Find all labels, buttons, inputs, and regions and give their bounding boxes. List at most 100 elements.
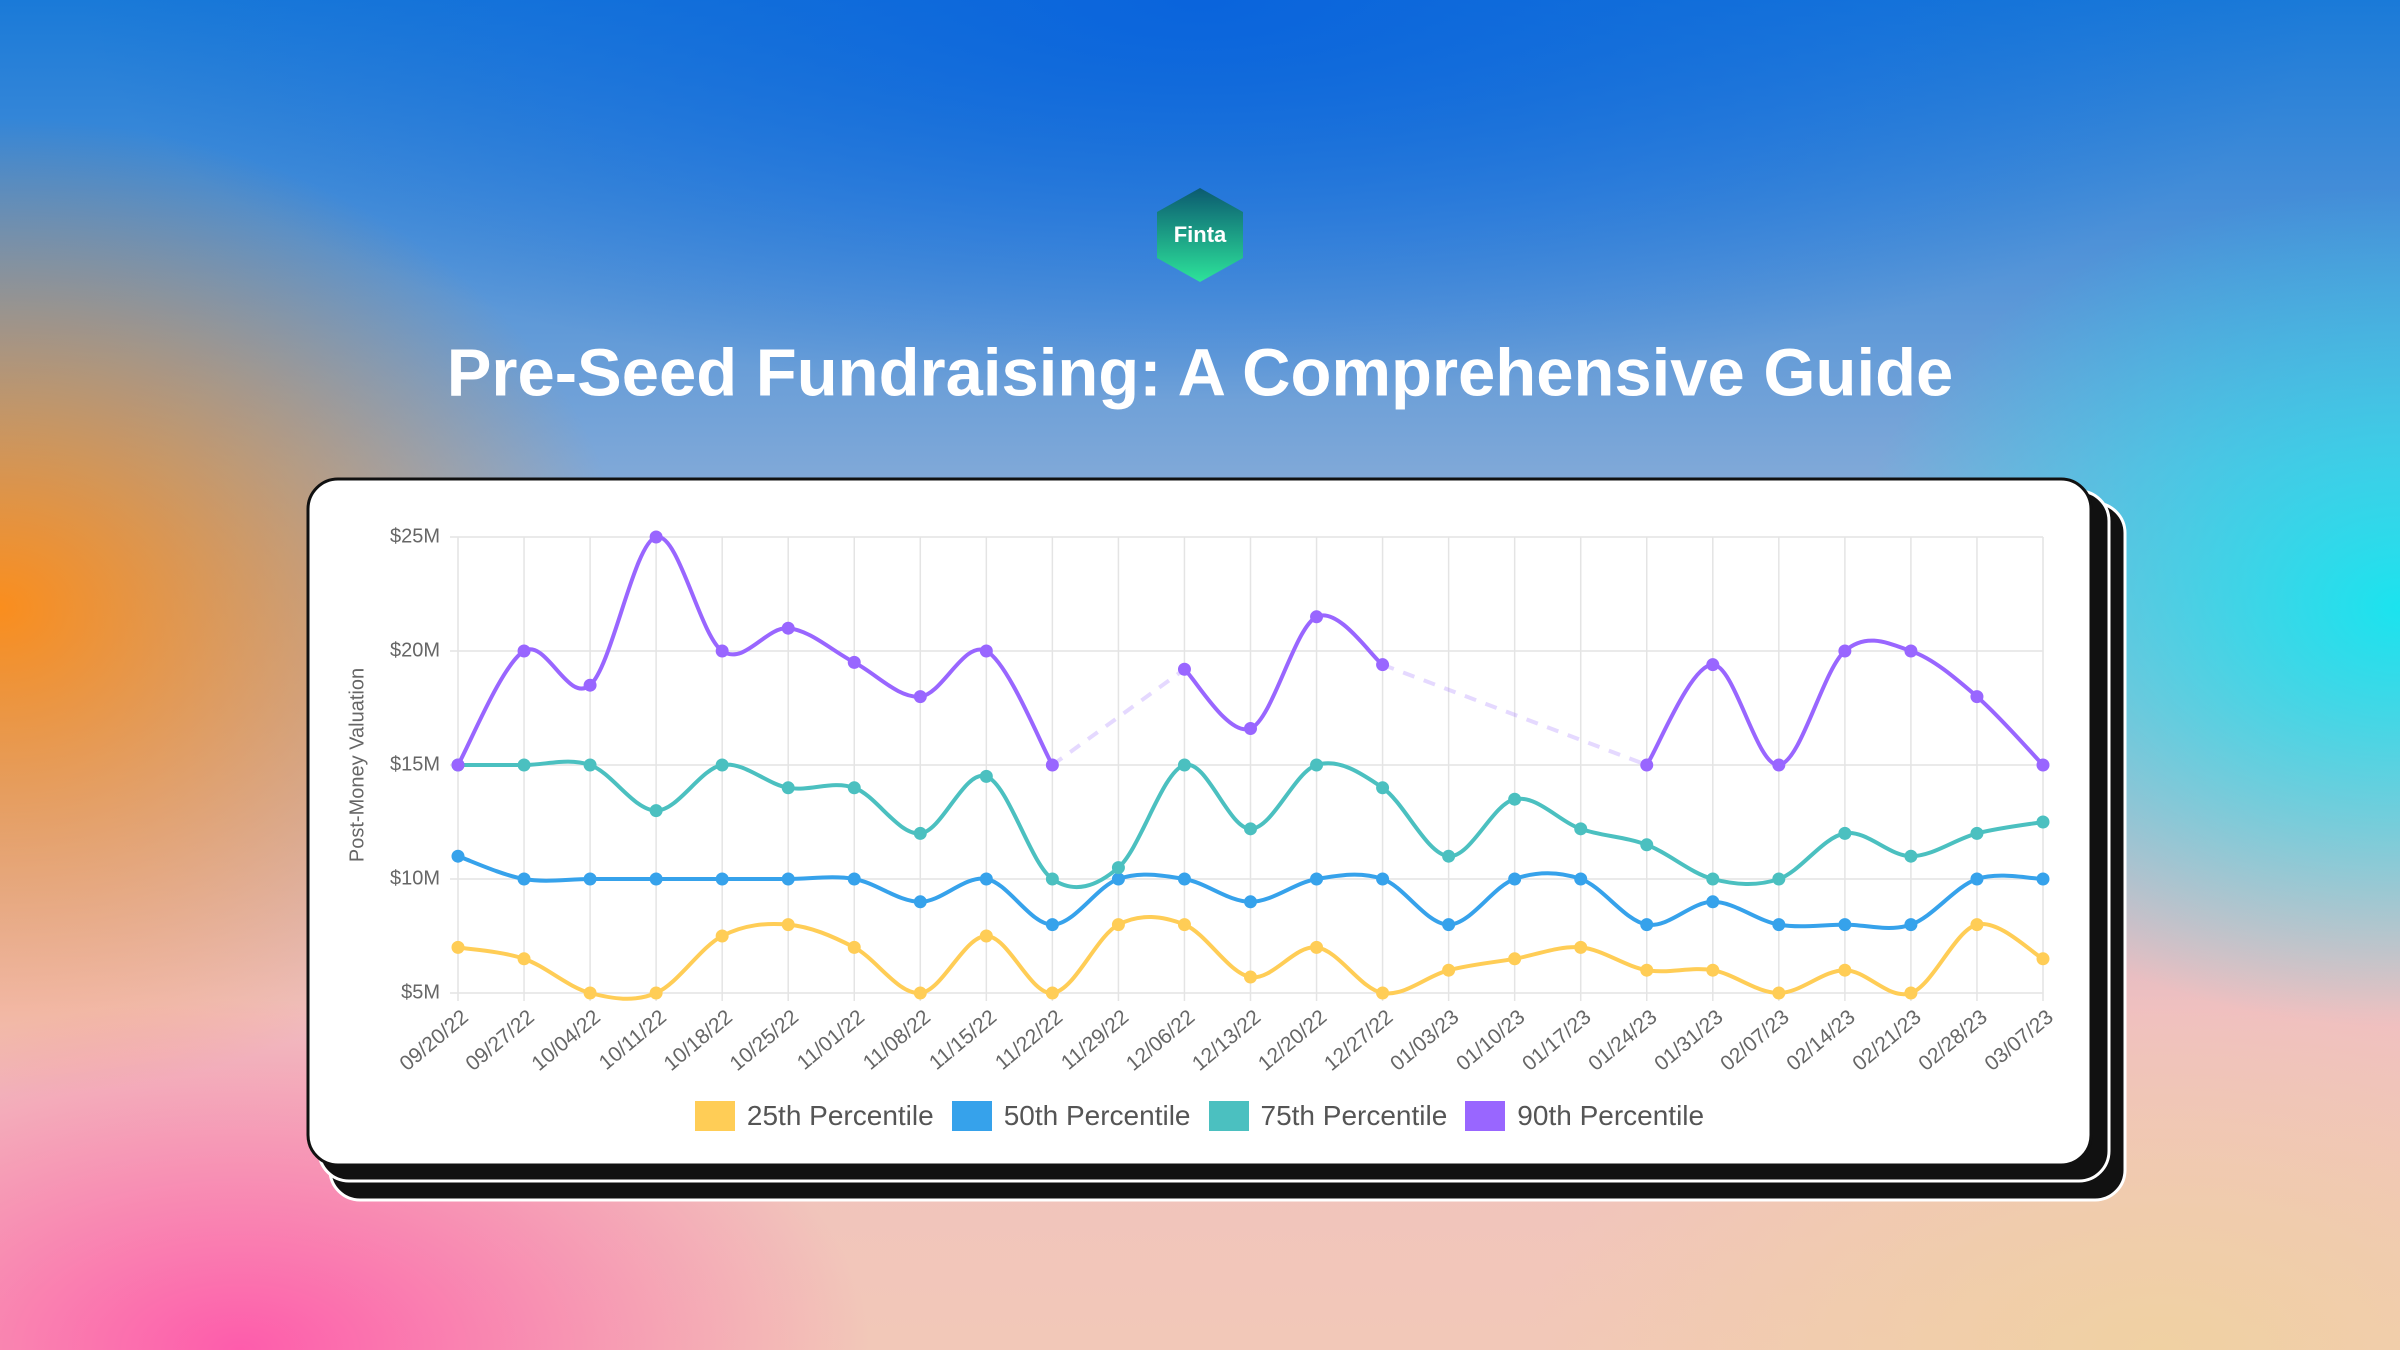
legend-item[interactable]: 50th Percentile [951,1100,1191,1132]
point [1904,918,1918,932]
legend-label: 50th Percentile [1003,1100,1191,1131]
point [2036,758,2050,772]
point [517,758,531,772]
point [979,929,993,943]
point [913,986,927,1000]
point [1376,781,1390,795]
legend-swatch [694,1101,735,1131]
legend-swatch [951,1101,992,1131]
point [1310,940,1324,954]
point [715,644,729,658]
point [781,781,795,795]
point [2036,952,2050,966]
legend-swatch [1208,1101,1249,1131]
point [1904,849,1918,863]
point [1640,838,1654,852]
point [1640,963,1654,977]
point [1838,826,1852,840]
point [1442,918,1456,932]
point [1970,826,1984,840]
point [1442,849,1456,863]
logo-text: Finta [1174,222,1227,247]
y-tick-label: $10M [390,867,440,889]
point [847,872,861,886]
legend-label: 90th Percentile [1517,1100,1705,1131]
gap-line [1381,662,1648,767]
point [649,804,663,818]
point [1706,895,1720,909]
legend-item[interactable]: 25th Percentile [694,1100,934,1132]
y-tick-label: $15M [390,753,440,775]
legend-swatch [1465,1101,1506,1131]
point [1970,872,1984,886]
point [1508,952,1522,966]
point [1244,970,1257,984]
point [517,952,531,966]
point [1706,658,1720,672]
point [583,758,597,772]
point [1244,895,1257,909]
point [1045,986,1059,1000]
point [781,918,795,932]
point [649,986,663,1000]
point [1177,662,1191,676]
point [979,769,993,783]
point [1640,918,1654,932]
point [1904,986,1918,1000]
point [1772,918,1786,932]
point [847,655,861,669]
point [583,986,597,1000]
gap-line [1051,667,1186,767]
point [649,872,663,886]
point [1045,918,1059,932]
point [1310,758,1324,772]
point [1045,758,1059,772]
point [847,781,861,795]
point [517,644,531,658]
y-tick-label: $5M [401,981,440,1003]
point [1574,822,1588,836]
y-axis-label: Post-Money Valuation [346,668,368,862]
point [451,849,465,863]
point [1904,644,1918,658]
point [1838,644,1852,658]
point [913,895,927,909]
point [1111,861,1125,875]
point [583,678,597,692]
point [451,940,465,954]
point [1111,918,1125,932]
point [715,872,729,886]
legend-item[interactable]: 75th Percentile [1208,1100,1448,1132]
point [649,530,663,544]
logo-mark [1157,188,1243,282]
legend-item[interactable]: 90th Percentile [1465,1100,1704,1132]
point [1376,872,1390,886]
point [1706,872,1720,886]
legend-label: 75th Percentile [1260,1100,1448,1131]
point [715,929,729,943]
point [1838,918,1852,932]
point [1970,918,1984,932]
point [1376,986,1390,1000]
point [1310,872,1324,886]
point [1508,872,1522,886]
point [913,690,927,704]
point [1244,722,1257,736]
point [1442,963,1456,977]
point [781,621,795,635]
legend-label: 25th Percentile [746,1100,934,1131]
point [583,872,597,886]
y-tick-label: $20M [390,639,440,661]
point [715,758,729,772]
point [1177,758,1191,772]
point [1640,758,1654,772]
y-tick-label: $25M [390,525,440,547]
point [1508,792,1522,806]
point [1177,872,1191,886]
point [847,940,861,954]
point [1772,986,1786,1000]
point [1574,872,1588,886]
point [1772,758,1786,772]
